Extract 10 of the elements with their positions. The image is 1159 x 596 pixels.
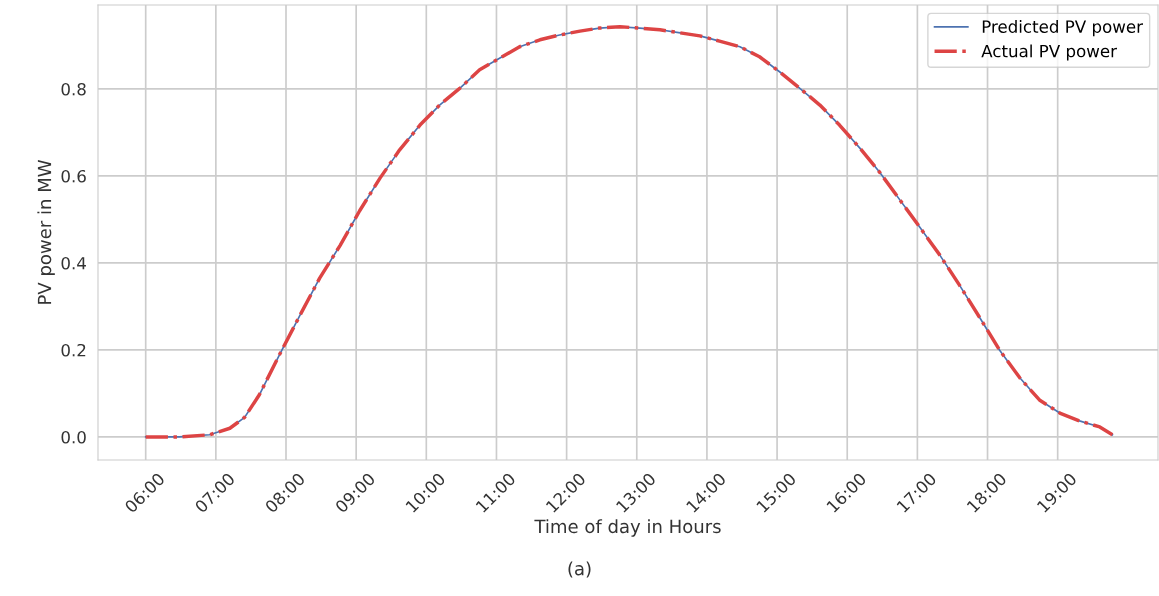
x-axis-title: Time of day in Hours [534,519,721,537]
y-tick-label: 0.4 [61,256,86,270]
legend-label: Predicted PV power [982,20,1143,37]
y-tick-label: 0.0 [61,430,86,444]
y-tick-label: 0.6 [61,169,86,183]
legend-label: Actual PV power [981,44,1117,61]
text: (a) [568,561,591,578]
y-tick-label: 0.2 [61,343,86,357]
y-tick-label: 0.8 [61,82,86,96]
y-axis-title: PV power in MW [37,160,55,304]
